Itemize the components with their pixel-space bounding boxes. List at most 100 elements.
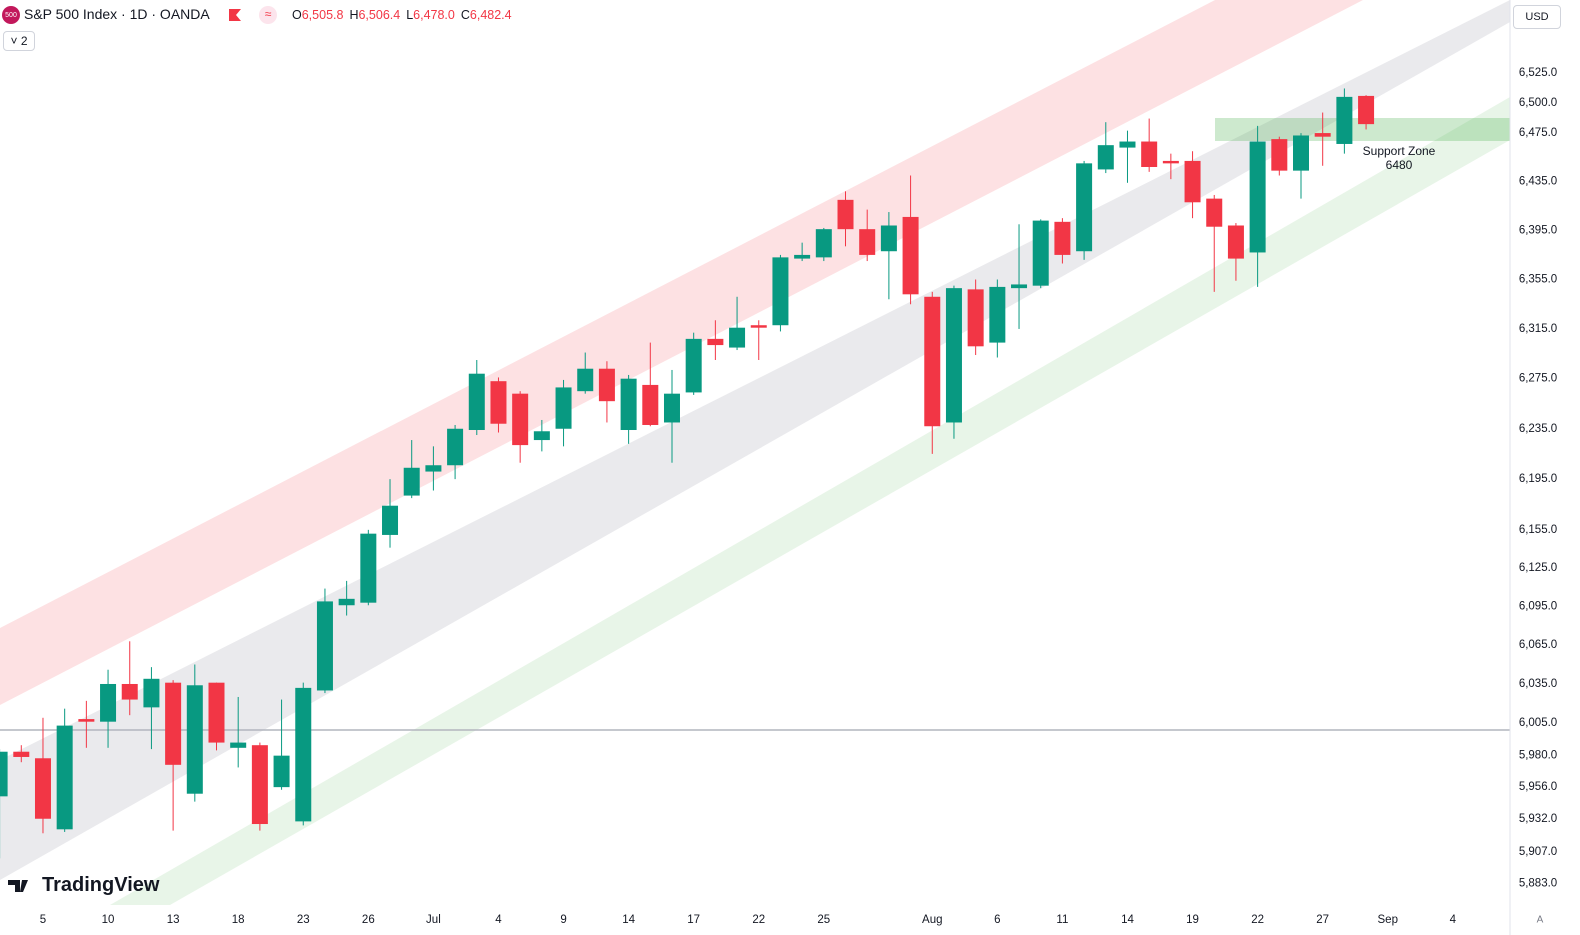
y-tick-label: 6,435.0 (1519, 176, 1557, 188)
ohlc-value: 6,505.8 (301, 8, 344, 22)
candle-body (1314, 133, 1331, 137)
candle-body (208, 682, 225, 743)
y-tick-label: 5,932.0 (1519, 813, 1557, 825)
x-tick-label: Aug (922, 914, 942, 926)
candle-body (707, 338, 724, 346)
x-tick-label: 27 (1316, 914, 1329, 926)
support-zone (1215, 118, 1510, 141)
candle-body (772, 257, 789, 326)
candle-body (100, 683, 117, 722)
y-tick-label: 5,956.0 (1519, 781, 1557, 793)
logo: TradingView (42, 874, 159, 897)
candle-body (295, 687, 312, 822)
candle-body (967, 289, 984, 347)
x-tick-label: 14 (1121, 914, 1134, 926)
candle-body (880, 225, 897, 252)
x-tick-label: 13 (167, 914, 180, 926)
candle-body (143, 678, 160, 708)
x-tick-label: 22 (752, 914, 765, 926)
candle-body (230, 742, 247, 748)
candle-body (620, 378, 637, 431)
x-tick-label: Jul (426, 914, 441, 926)
y-tick-label: 5,980.0 (1519, 750, 1557, 762)
x-tick-label: 17 (687, 914, 700, 926)
drawings (0, 0, 1510, 905)
x-tick-label: 9 (560, 914, 566, 926)
candle-body (794, 254, 811, 259)
indicator-count: 2 (20, 34, 28, 48)
y-tick-label: 6,005.0 (1519, 717, 1557, 729)
y-tick-label: 5,907.0 (1519, 846, 1557, 858)
currency-label: USD (1525, 11, 1549, 23)
ohlc-value: 6,506.4 (358, 8, 401, 22)
candle-body (729, 327, 746, 348)
flag-icon[interactable] (229, 9, 241, 21)
candle-body (490, 381, 507, 424)
candle-body (859, 229, 876, 255)
candle-body (13, 751, 30, 757)
candle-body (1336, 96, 1353, 144)
logo-text: TradingView (42, 874, 160, 896)
candle-body (750, 325, 767, 328)
annotation: 6480 (1386, 158, 1413, 172)
candle-body (837, 199, 854, 230)
candle-body (1293, 135, 1309, 171)
candle-body (1097, 145, 1114, 170)
candle-body (165, 682, 182, 765)
indicator-toggle[interactable]: ˅ 2 (3, 31, 35, 51)
candle-body (1011, 284, 1028, 289)
candle-body (598, 368, 615, 402)
candle-body (1227, 225, 1244, 259)
y-tick-label: 5,883.0 (1519, 878, 1557, 890)
x-tick-label: 22 (1251, 914, 1264, 926)
ohlc-key: O (292, 8, 302, 22)
scale-mode[interactable]: A (1537, 915, 1544, 926)
candle-body (663, 393, 680, 423)
candle-body (512, 393, 529, 446)
symbol-badge (2, 6, 20, 24)
candle-body (1076, 163, 1093, 252)
x-tick-label: 4 (495, 914, 502, 926)
candle-body (360, 533, 377, 603)
x-tick-label: 19 (1186, 914, 1199, 926)
y-tick-label: 6,125.0 (1519, 562, 1557, 574)
candle-body (121, 683, 138, 700)
candle-body (902, 216, 919, 295)
ohlc-value: 6,478.0 (413, 8, 455, 22)
candle-body (924, 296, 941, 427)
y-tick-label: 6,315.0 (1519, 323, 1557, 335)
ohlc-key: H (349, 8, 359, 22)
candle-body (1271, 139, 1288, 171)
x-tick-label: 11 (1056, 914, 1068, 926)
candle-body (316, 601, 333, 691)
x-tick-label: 25 (817, 914, 830, 926)
candle-body (642, 384, 659, 425)
candle-body (338, 598, 355, 606)
candle-body (1054, 221, 1071, 255)
candle-body (251, 745, 268, 825)
candle-body (273, 755, 290, 788)
candle-body (1358, 95, 1375, 125)
candle-body (447, 428, 464, 466)
logo-icon (8, 880, 28, 892)
x-tick-label: 10 (102, 914, 115, 926)
candle-body (34, 758, 51, 819)
candle-body (685, 338, 702, 393)
candles (0, 88, 1375, 859)
x-tick-label: 6 (994, 914, 1000, 926)
candle-body (468, 373, 485, 431)
y-tick-label: 6,155.0 (1519, 524, 1557, 536)
annotation: Support Zone (1363, 144, 1436, 158)
candle-body (1162, 160, 1179, 164)
candle-body (56, 725, 73, 830)
candle-body (555, 387, 572, 429)
symbol-title[interactable]: S&P 500 Index · 1D · OANDA (24, 6, 210, 22)
ohlc-key: L (406, 8, 414, 22)
currency[interactable]: USD (1513, 5, 1561, 29)
compare-icon[interactable] (259, 6, 277, 24)
support-channel (110, 97, 1510, 905)
candle-body (989, 286, 1006, 343)
candle-body (186, 685, 203, 794)
